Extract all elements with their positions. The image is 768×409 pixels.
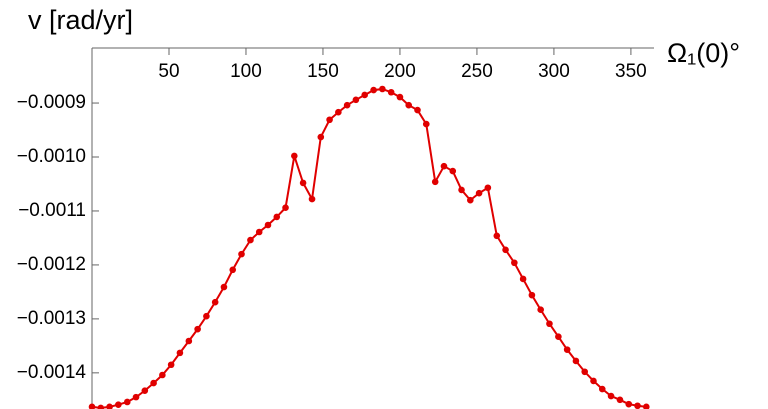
data-point — [590, 377, 597, 385]
data-point — [352, 96, 360, 104]
y-tick-label: −0.0010 — [17, 146, 86, 167]
data-point — [422, 120, 430, 128]
data-point — [519, 275, 527, 283]
data-point — [598, 385, 606, 393]
data-point — [528, 291, 536, 299]
data-point — [273, 213, 281, 221]
data-point — [115, 401, 122, 408]
data-point — [247, 236, 254, 244]
data-point — [211, 298, 219, 306]
data-point — [194, 325, 201, 333]
data-point — [238, 250, 245, 258]
data-point — [326, 116, 333, 124]
x-tick-label: 150 — [307, 61, 339, 82]
data-point — [467, 196, 474, 204]
data-point — [396, 93, 404, 101]
y-axis-label: v [rad/yr] — [28, 5, 133, 35]
data-point — [255, 228, 263, 236]
data-point — [361, 91, 368, 99]
data-point — [405, 101, 413, 109]
data-point — [387, 88, 395, 96]
data-point — [643, 403, 650, 409]
data-point — [555, 333, 562, 340]
data-point — [132, 393, 140, 401]
x-tick-label: 200 — [384, 61, 416, 82]
data-point — [431, 178, 439, 186]
data-point — [616, 396, 624, 404]
data-point — [458, 186, 465, 194]
data-point — [414, 106, 421, 114]
data-point — [264, 221, 272, 229]
data-point — [335, 108, 342, 116]
data-point — [537, 306, 544, 314]
data-point — [317, 133, 325, 141]
data-point — [370, 86, 377, 94]
data-point — [220, 283, 228, 291]
data-point — [511, 259, 518, 267]
x-axis-label: Ω₁(0)° — [667, 38, 740, 68]
y-tick-label: −0.0011 — [18, 200, 86, 221]
data-point — [493, 232, 501, 240]
data-point — [106, 403, 113, 409]
data-point — [203, 312, 210, 320]
data-point — [581, 368, 589, 376]
data-point — [343, 101, 351, 109]
x-tick-label: 300 — [538, 61, 570, 82]
data-point — [607, 392, 615, 400]
data-point — [176, 349, 184, 357]
data-point — [440, 162, 448, 170]
y-tick-label: −0.0014 — [17, 362, 87, 383]
data-point — [229, 266, 237, 274]
data-point — [308, 195, 316, 203]
data-point — [167, 361, 175, 369]
series-line — [91, 87, 647, 409]
data-point — [291, 152, 298, 160]
x-tick-label: 350 — [615, 61, 647, 82]
data-point — [563, 346, 571, 353]
x-tick-label: 100 — [230, 61, 262, 82]
data-point — [299, 179, 307, 187]
y-tick-label: −0.0009 — [17, 92, 86, 113]
data-point — [88, 403, 96, 409]
data-point — [282, 204, 289, 212]
data-point — [475, 189, 483, 197]
data-point — [379, 85, 386, 93]
y-tick-label: −0.0013 — [17, 308, 86, 329]
data-point — [150, 379, 157, 387]
data-point — [123, 398, 131, 406]
data-point — [502, 246, 509, 254]
data-point — [625, 400, 633, 408]
data-point — [159, 371, 166, 379]
x-tick-label: 50 — [158, 61, 179, 82]
y-tick-label: −0.0012 — [17, 254, 86, 275]
data-point — [449, 167, 457, 175]
data-point — [546, 320, 553, 328]
data-point — [97, 404, 105, 409]
data-point — [484, 184, 492, 192]
data-point — [185, 337, 193, 345]
x-tick-label: 250 — [461, 61, 493, 82]
data-point — [572, 357, 580, 365]
data-point — [634, 402, 641, 409]
data-point — [141, 387, 149, 394]
